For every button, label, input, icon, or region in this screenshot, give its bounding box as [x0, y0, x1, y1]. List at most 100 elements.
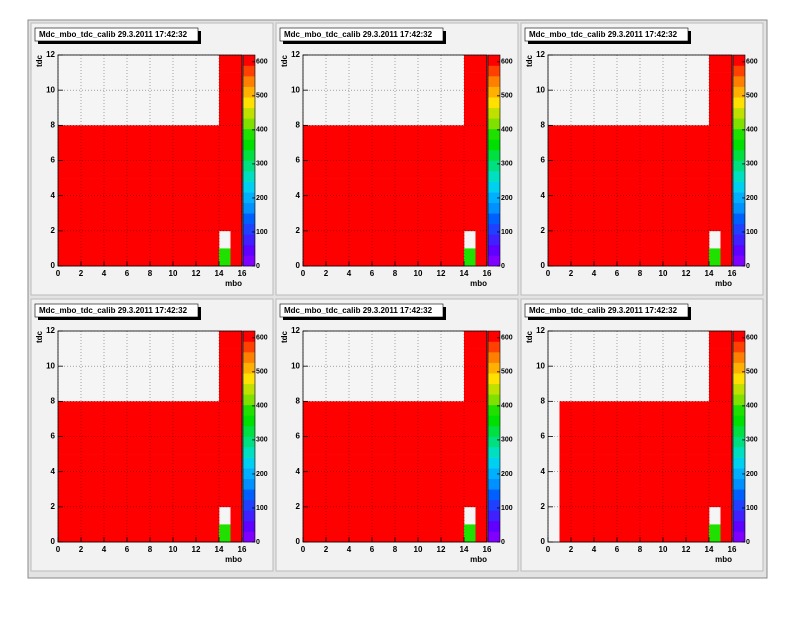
heat-cell [196, 418, 208, 437]
z-tick-label: 100 [746, 505, 758, 512]
x-axis-label: mbo [715, 279, 732, 288]
heat-cell [720, 248, 733, 267]
heat-cell [709, 195, 721, 214]
heat-cell [161, 125, 174, 144]
heat-cell [314, 142, 327, 161]
heat-cell [686, 230, 698, 249]
heat-cell [418, 436, 430, 455]
palette-frame [732, 330, 746, 543]
heat-cell [383, 401, 396, 420]
heat-cell [720, 524, 733, 543]
heat-cell [395, 454, 407, 472]
heat-cell [349, 213, 361, 232]
palette-swatch [733, 181, 745, 193]
heat-cell [697, 418, 710, 437]
y-tick-label: 6 [51, 432, 56, 441]
heat-cell [686, 454, 698, 472]
z-tick-label: 100 [746, 229, 758, 236]
heat-cell [605, 471, 618, 490]
palette-swatch [488, 223, 500, 235]
palette-swatch [488, 160, 500, 172]
heat-cell [104, 506, 116, 525]
heat-cell [150, 230, 162, 249]
heat-cell [582, 160, 595, 179]
heat-cell [115, 195, 128, 214]
heat-cell [559, 178, 572, 196]
heat-cell [709, 401, 721, 420]
z-tick-label: 400 [746, 403, 758, 410]
heat-cell [674, 142, 687, 161]
y-tick-label: 0 [296, 261, 301, 270]
y-tick-label: 10 [291, 85, 300, 94]
z-tick-label: 600 [746, 59, 758, 66]
heat-cell [349, 142, 361, 161]
heat-cell [697, 506, 710, 525]
palette-swatch [488, 362, 500, 374]
heat-cell [314, 178, 327, 196]
y-tick-label: 2 [296, 226, 301, 235]
heat-cell [161, 471, 174, 490]
heat-cell [184, 454, 197, 472]
heat-cell [230, 331, 243, 349]
heat-cell [219, 366, 231, 385]
heat-cell [81, 160, 93, 179]
heat-cell [349, 506, 361, 525]
heat-cell [81, 524, 93, 543]
palette-swatch [733, 425, 745, 437]
heat-cell [326, 125, 338, 144]
heat-cell [406, 524, 419, 543]
heat-cell [464, 90, 476, 109]
palette-swatch [488, 383, 500, 395]
heat-cell [605, 125, 618, 144]
y-tick-label: 6 [296, 432, 301, 441]
y-tick-label: 8 [296, 120, 301, 129]
x-tick-label: 16 [483, 545, 492, 554]
heat-cell [127, 489, 139, 508]
x-tick-label: 12 [682, 545, 691, 554]
palette-swatch [733, 171, 745, 182]
heat-cell [196, 213, 208, 232]
heat-cell [697, 471, 710, 490]
heat-cell [184, 142, 197, 161]
heat-cell [173, 195, 185, 214]
chart-title: Mdc_mbo_tdc_calib 29.3.2011 17:42:32 [39, 306, 188, 315]
heat-cell [161, 178, 174, 196]
heat-cell [571, 454, 583, 472]
palette-swatch [488, 107, 500, 119]
heat-cell [406, 471, 419, 490]
y-tick-label: 10 [46, 85, 55, 94]
heat-cell [219, 471, 231, 490]
palette-swatch [243, 478, 255, 490]
heat-cell [418, 489, 430, 508]
palette-swatch [243, 331, 255, 342]
heat-cell [184, 524, 197, 543]
heat-cell [628, 418, 641, 437]
palette-swatch [733, 55, 745, 66]
x-tick-label: 14 [215, 545, 224, 554]
heat-cell [230, 55, 243, 73]
heat-cell [92, 230, 105, 249]
heat-cell [337, 524, 350, 543]
x-tick-label: 10 [414, 545, 423, 554]
heat-cell [559, 454, 572, 472]
x-axis-label: mbo [225, 555, 242, 564]
x-tick-label: 4 [592, 545, 597, 554]
heat-cell [429, 436, 442, 455]
x-tick-label: 4 [347, 269, 352, 278]
heat-cell [709, 125, 721, 144]
palette-swatch [488, 457, 500, 469]
heat-cell [475, 524, 488, 543]
heat-cell [219, 142, 231, 161]
heat-cell [161, 213, 174, 232]
heat-cell [383, 418, 396, 437]
heat-cell [674, 454, 687, 472]
heat-cell [720, 401, 733, 420]
heat-cell [360, 524, 373, 543]
heat-cell [104, 213, 116, 232]
heat-cell [219, 195, 231, 214]
heat-cell [360, 436, 373, 455]
heat-cell [651, 160, 664, 179]
heat-cell [571, 178, 583, 196]
heat-cell [674, 248, 687, 267]
palette-frame [242, 54, 256, 267]
